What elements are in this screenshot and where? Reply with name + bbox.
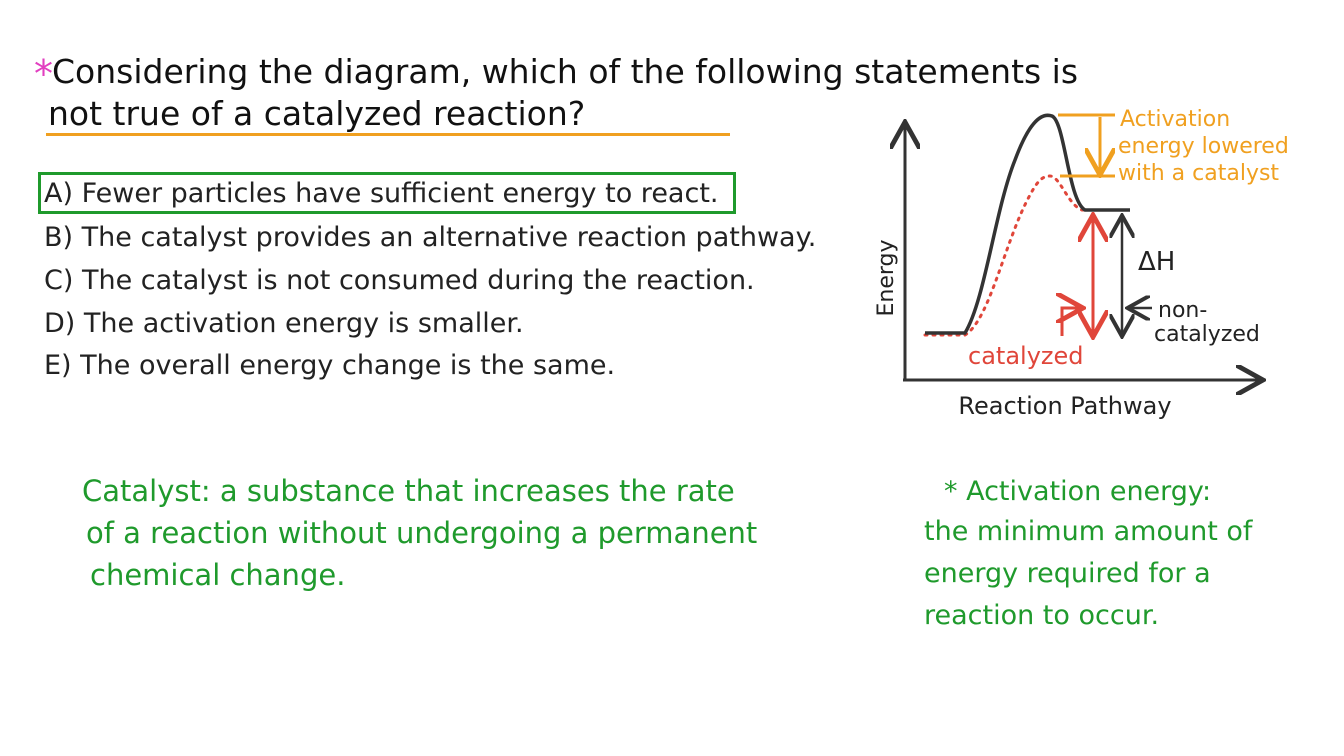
- definition-line: of a reaction without undergoing a perma…: [86, 516, 758, 550]
- question-underline: [46, 133, 730, 136]
- annotation: energy lowered: [1118, 134, 1289, 159]
- option: B) The catalyst provides an alternative …: [44, 222, 817, 253]
- question-line: Considering the diagram, which of the fo…: [52, 52, 1079, 91]
- y-axis-label: Energy: [874, 239, 899, 316]
- definition-line: energy required for a: [924, 558, 1211, 589]
- option: A) Fewer particles have sufficient energ…: [44, 178, 719, 209]
- uncatalyzed-curve: [925, 113, 1130, 335]
- question-line: not true of a catalyzed reaction?: [48, 94, 586, 133]
- definition-line: the minimum amount of: [924, 516, 1253, 547]
- answer-box: [38, 172, 736, 214]
- definition-line: * Activation energy:: [944, 476, 1212, 507]
- definition-line: Catalyst: a substance that increases the…: [82, 474, 735, 508]
- definition-line: reaction to occur.: [924, 600, 1160, 631]
- question-marker: *: [34, 52, 53, 96]
- delta-h-label: ΔH: [1138, 247, 1175, 277]
- pointer-arrow: [1062, 308, 1080, 336]
- option: E) The overall energy change is the same…: [44, 350, 616, 381]
- option: D) The activation energy is smaller.: [44, 308, 524, 339]
- annotation: Activation: [1120, 107, 1230, 132]
- definition-line: chemical change.: [90, 558, 346, 592]
- non-catalyzed-label: catalyzed: [1154, 322, 1260, 347]
- non-catalyzed-label: non-: [1158, 298, 1207, 323]
- x-axis-label: Reaction Pathway: [958, 392, 1171, 420]
- catalyzed-label: catalyzed: [968, 342, 1084, 370]
- option: C) The catalyst is not consumed during t…: [44, 265, 755, 296]
- annotation: with a catalyst: [1118, 161, 1279, 186]
- catalyzed-curve: [923, 174, 1127, 337]
